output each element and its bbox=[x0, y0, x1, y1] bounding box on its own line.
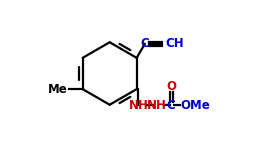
Text: C: C bbox=[167, 99, 176, 112]
Text: Me: Me bbox=[48, 83, 68, 96]
Text: CH: CH bbox=[166, 37, 184, 51]
Text: OMe: OMe bbox=[181, 99, 211, 112]
Text: NH: NH bbox=[128, 99, 148, 112]
Text: C: C bbox=[140, 37, 149, 51]
Text: O: O bbox=[166, 80, 176, 93]
Text: NH: NH bbox=[147, 99, 167, 112]
